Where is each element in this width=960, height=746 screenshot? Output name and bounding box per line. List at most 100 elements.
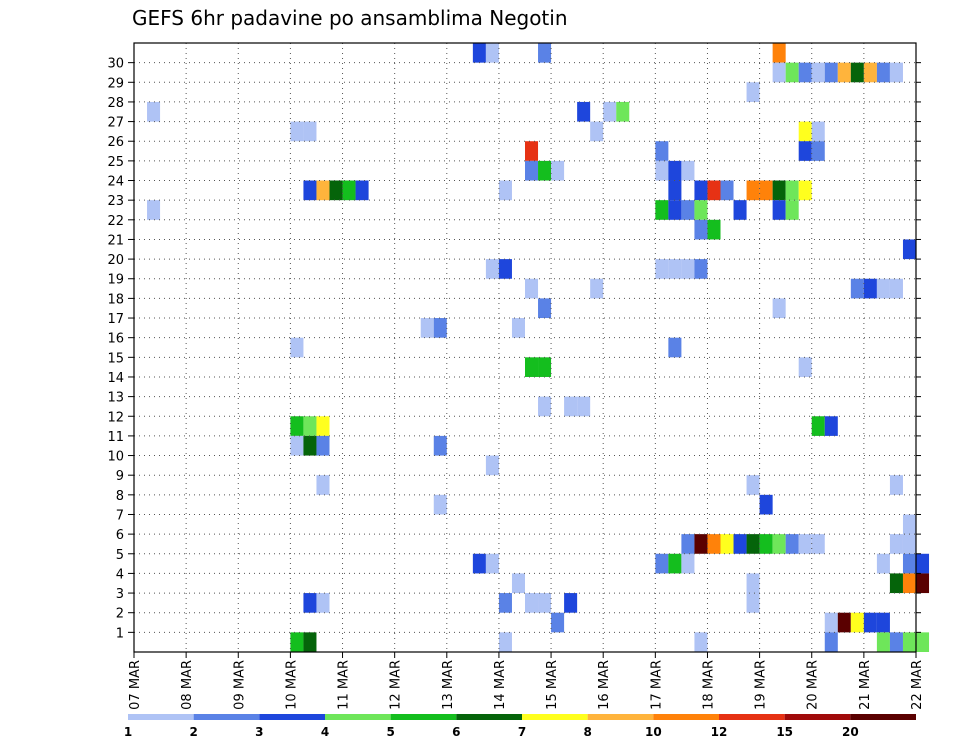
legend-label: 4: [321, 725, 329, 739]
heatmap-cell: [785, 62, 799, 83]
heatmap-cell: [733, 200, 747, 220]
heatmap-cell: [485, 259, 499, 279]
heatmap-cell: [355, 180, 369, 201]
heatmap-cell: [525, 357, 539, 377]
legend-label: 2: [189, 725, 197, 739]
heatmap-cell: [290, 632, 304, 652]
y-tick-label: 21: [107, 233, 124, 248]
heatmap-cell: [420, 318, 434, 338]
heatmap-cell: [811, 534, 825, 554]
x-tick-label: 12 MAR: [389, 660, 404, 710]
heatmap-cell: [889, 475, 903, 495]
y-tick-label: 4: [116, 567, 124, 582]
legend-label: 5: [386, 725, 394, 739]
heatmap-cell: [498, 593, 512, 613]
y-tick-label: 6: [116, 528, 124, 543]
y-tick-label: 11: [107, 430, 124, 445]
heatmap-cell: [498, 180, 512, 201]
heatmap-cell: [498, 632, 512, 652]
heatmap-cell: [655, 553, 669, 574]
heatmap-cell: [902, 534, 916, 554]
legend-swatch: [653, 714, 719, 720]
heatmap-cell: [798, 121, 812, 142]
x-tick-label: 21 MAR: [858, 660, 873, 710]
y-tick-label: 14: [107, 371, 124, 386]
heatmap-cell: [538, 43, 552, 63]
heatmap-cell: [811, 416, 825, 436]
heatmap-cell: [290, 121, 304, 142]
heatmap-cell: [889, 62, 903, 83]
heatmap-cell: [772, 62, 786, 83]
legend-swatch: [587, 714, 654, 720]
y-tick-label: 5: [116, 548, 124, 563]
heatmap-cell: [590, 278, 604, 299]
legend-swatch: [850, 714, 916, 720]
heatmap-cell: [746, 180, 760, 201]
y-tick-label: 2: [116, 607, 124, 622]
x-tick-label: 15 MAR: [545, 660, 560, 710]
legend-label: 12: [711, 725, 728, 739]
heatmap-cell: [889, 573, 903, 594]
heatmap-cell: [694, 632, 708, 652]
y-tick-label: 17: [107, 312, 124, 327]
y-tick-label: 12: [107, 410, 124, 425]
heatmap-cell: [694, 200, 708, 220]
heatmap-cell: [303, 121, 317, 142]
legend-swatch: [456, 714, 522, 720]
heatmap-cell: [798, 180, 812, 201]
heatmap-cell: [433, 494, 447, 515]
heatmap-cell: [902, 573, 916, 594]
heatmap-cell: [681, 534, 695, 554]
heatmap-cell: [564, 593, 578, 613]
heatmap-cell: [668, 553, 682, 574]
legend-label: 15: [776, 725, 793, 739]
heatmap-cell: [850, 612, 864, 633]
heatmap-cell: [798, 534, 812, 554]
x-tick-label: 11 MAR: [337, 660, 352, 710]
x-tick-label: 20 MAR: [806, 660, 821, 710]
heatmap-cell: [577, 396, 591, 417]
y-tick-label: 20: [107, 253, 124, 268]
legend-swatch: [128, 714, 194, 720]
heatmap-cell: [707, 534, 721, 554]
heatmap-cell: [916, 573, 930, 594]
y-tick-label: 10: [107, 450, 124, 465]
heatmap-cell: [746, 475, 760, 495]
heatmap-cell: [889, 534, 903, 554]
y-tick-label: 22: [107, 214, 124, 229]
heatmap-cell: [824, 62, 838, 83]
heatmap-cell: [746, 534, 760, 554]
heatmap-cell: [707, 219, 721, 240]
y-tick-label: 3: [116, 587, 124, 602]
heatmap-cell: [733, 534, 747, 554]
heatmap-cell: [538, 593, 552, 613]
x-tick-label: 10 MAR: [284, 660, 299, 710]
heatmap-cell: [811, 121, 825, 142]
legend-swatch: [522, 714, 588, 720]
heatmap-cell: [538, 160, 552, 181]
heatmap-cell: [303, 632, 317, 652]
heatmap-cell: [316, 416, 330, 436]
heatmap-cell: [681, 200, 695, 220]
heatmap-cell: [603, 101, 617, 122]
legend-swatch: [193, 714, 260, 720]
y-tick-label: 29: [107, 76, 124, 91]
heatmap-cell: [902, 632, 916, 652]
heatmap-cell: [798, 141, 812, 161]
chart-title: GEFS 6hr padavine po ansamblima Negotin: [132, 6, 568, 30]
heatmap-cell: [772, 43, 786, 63]
heatmap-cell: [876, 632, 890, 652]
heatmap-cell: [316, 180, 330, 201]
heatmap-cell: [147, 101, 161, 122]
y-tick-label: 13: [107, 391, 124, 406]
heatmap-cell: [798, 357, 812, 377]
heatmap-cell: [668, 180, 682, 201]
heatmap-cell: [694, 259, 708, 279]
x-tick-label: 09 MAR: [232, 660, 247, 710]
heatmap-cell: [342, 180, 356, 201]
heatmap-cell: [772, 180, 786, 201]
x-tick-label: 16 MAR: [597, 660, 612, 710]
x-tick-label: 14 MAR: [493, 660, 508, 710]
heatmap-cell: [785, 534, 799, 554]
y-tick-label: 26: [107, 135, 124, 150]
